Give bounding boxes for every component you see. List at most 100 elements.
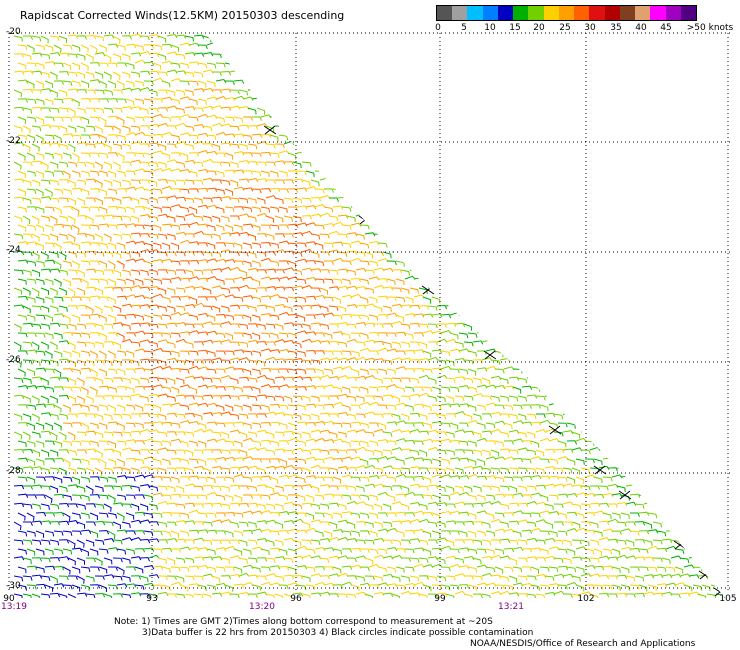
wind-barb xyxy=(269,294,281,299)
wind-barb xyxy=(611,242,622,248)
wind-barb xyxy=(301,554,313,559)
wind-barb xyxy=(323,188,334,193)
wind-barb xyxy=(458,385,470,390)
wind-barb xyxy=(103,34,115,39)
wind-barb xyxy=(14,431,22,440)
wind-barb xyxy=(121,215,132,222)
wind-barb xyxy=(625,89,637,94)
wind-barb xyxy=(616,196,628,202)
wind-barb xyxy=(589,446,601,451)
wind-barb xyxy=(566,582,578,587)
wind-barb xyxy=(305,276,317,282)
wind-barb xyxy=(476,384,488,389)
wind-barb xyxy=(413,170,424,177)
wind-barb xyxy=(494,80,505,85)
wind-barb xyxy=(566,260,576,267)
wind-barb xyxy=(116,98,127,104)
wind-barb xyxy=(157,467,167,475)
wind-barb xyxy=(724,413,725,418)
wind-barb xyxy=(494,205,506,210)
wind-barb xyxy=(112,575,123,581)
wind-barb xyxy=(530,547,542,552)
wind-barb xyxy=(688,89,698,97)
wind-barb xyxy=(364,575,375,581)
wind-barb xyxy=(193,575,204,581)
wind-barb xyxy=(463,160,475,165)
wind-barb xyxy=(395,420,407,425)
wind-barb xyxy=(247,197,257,204)
wind-barb xyxy=(409,177,421,182)
wind-barb xyxy=(130,87,142,92)
wind-barb xyxy=(368,530,378,538)
wind-barb xyxy=(674,548,685,555)
wind-barb xyxy=(364,143,375,148)
wind-barb xyxy=(571,359,581,366)
wind-barb xyxy=(179,512,190,519)
wind-barb xyxy=(562,286,574,292)
wind-barb xyxy=(445,304,457,309)
wind-barb xyxy=(670,179,681,185)
wind-barb xyxy=(251,152,262,158)
wind-barb xyxy=(103,269,114,275)
wind-barb xyxy=(202,52,214,57)
wind-barb xyxy=(67,287,76,296)
wind-barb xyxy=(706,393,718,398)
wind-barb xyxy=(503,204,515,210)
wind-barb xyxy=(49,485,58,493)
wind-barb xyxy=(593,565,605,571)
wind-barb xyxy=(557,512,568,519)
wind-barb xyxy=(49,503,60,510)
wind-barb xyxy=(175,377,185,385)
wind-barb xyxy=(535,429,547,434)
wind-barb xyxy=(274,269,285,274)
wind-barb xyxy=(202,305,213,311)
wind-barb xyxy=(647,545,659,550)
wind-barb xyxy=(314,170,325,176)
wind-barb xyxy=(710,548,721,554)
wind-barb xyxy=(620,368,632,373)
wind-barb xyxy=(499,485,510,491)
wind-barb xyxy=(584,529,596,535)
wind-barb xyxy=(377,347,389,352)
wind-barb xyxy=(715,158,725,163)
wind-barb xyxy=(26,368,35,376)
wind-barb xyxy=(148,52,160,58)
wind-barb xyxy=(85,233,95,241)
wind-barb xyxy=(602,293,614,298)
wind-barb xyxy=(445,266,457,271)
wind-barb xyxy=(76,467,87,474)
wind-barb xyxy=(287,242,298,248)
wind-barb xyxy=(206,512,217,518)
wind-barb xyxy=(94,467,103,476)
wind-barb xyxy=(382,394,394,399)
wind-barb xyxy=(386,169,398,174)
wind-barb xyxy=(278,240,290,245)
wind-barb xyxy=(472,287,484,292)
wind-barb xyxy=(157,431,168,438)
wind-barb xyxy=(494,476,505,483)
wind-barb xyxy=(670,520,682,526)
wind-barb xyxy=(328,376,340,381)
wind-barb xyxy=(283,87,295,92)
wind-barb xyxy=(140,179,150,184)
wind-barb xyxy=(53,350,63,358)
wind-barb xyxy=(670,485,680,493)
wind-barb xyxy=(269,98,281,103)
wind-barb xyxy=(337,593,348,598)
wind-barb xyxy=(503,44,514,50)
wind-barb xyxy=(692,530,702,538)
wind-barb xyxy=(359,440,369,448)
wind-barb xyxy=(161,278,172,284)
wind-barb xyxy=(427,484,439,490)
wind-barb xyxy=(211,575,221,583)
wind-barb xyxy=(337,53,347,61)
wind-barb xyxy=(94,142,106,148)
wind-barb xyxy=(391,413,401,421)
wind-barb xyxy=(76,269,85,278)
wind-barb xyxy=(26,241,38,246)
wind-barb xyxy=(265,233,275,241)
wind-barb xyxy=(265,195,277,200)
wind-barb xyxy=(22,593,32,598)
wind-barb xyxy=(562,413,572,420)
wind-barb xyxy=(49,359,59,367)
